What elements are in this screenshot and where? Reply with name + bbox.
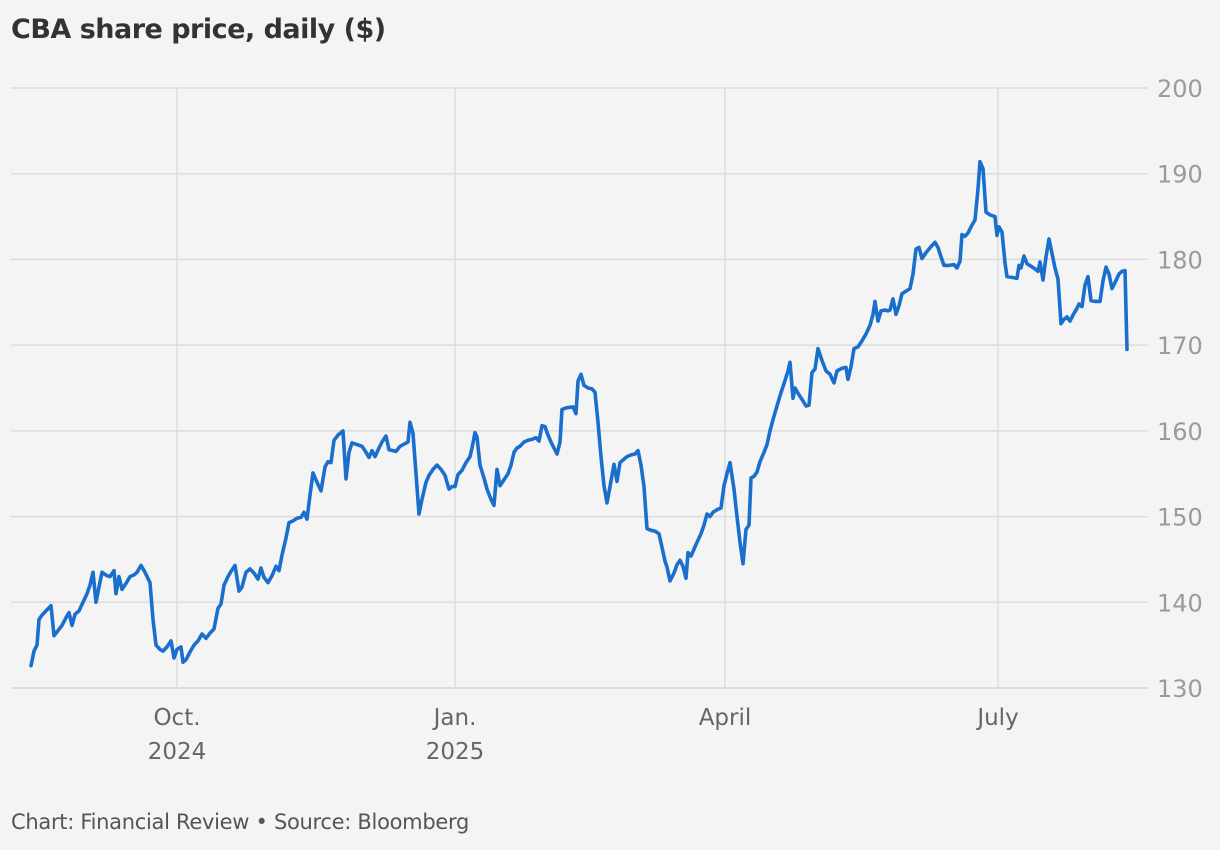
chart-title: CBA share price, daily ($) (11, 14, 386, 45)
price-line (29, 159, 1129, 668)
chart-source-footer: Chart: Financial Review • Source: Bloomb… (11, 810, 469, 834)
x-tick-label: 2024 (148, 739, 207, 765)
vertical-gridlines (176, 88, 999, 688)
y-tick-label: 190 (1157, 161, 1203, 189)
y-tick-label: 200 (1157, 75, 1203, 103)
y-axis-ticks: 130 140 150 160 170 180 190 200 (1157, 75, 1203, 703)
y-tick-label: 130 (1157, 675, 1203, 703)
x-tick-label: Oct. (153, 705, 200, 731)
x-tick-label: April (699, 705, 752, 731)
horizontal-gridlines (11, 87, 1148, 689)
y-tick-label: 150 (1157, 504, 1203, 532)
y-tick-label: 180 (1157, 246, 1203, 274)
x-tick-label: July (975, 705, 1018, 731)
y-tick-label: 140 (1157, 589, 1203, 617)
x-axis-ticks: Oct. 2024 Jan. 2025 April July (148, 705, 1019, 765)
y-tick-label: 170 (1157, 332, 1203, 360)
x-tick-label: Jan. (432, 705, 477, 731)
x-tick-label: 2025 (426, 739, 485, 765)
y-tick-label: 160 (1157, 418, 1203, 446)
